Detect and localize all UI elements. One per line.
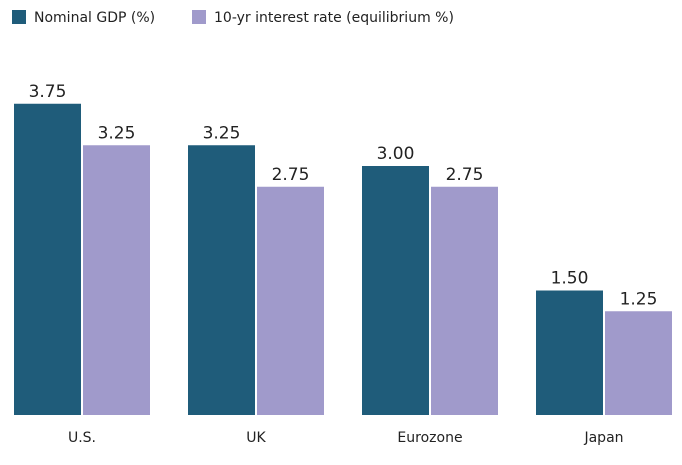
bar xyxy=(188,145,255,415)
legend-swatch xyxy=(12,10,26,24)
legend-text: 10-yr interest rate (equilibrium %) xyxy=(214,10,454,26)
bar xyxy=(431,186,498,415)
x-tick-label: U.S. xyxy=(68,430,96,446)
x-tick-label: Japan xyxy=(583,430,623,446)
x-tick-label: Eurozone xyxy=(397,430,462,446)
value-label: 2.75 xyxy=(446,165,484,185)
x-tick-label: UK xyxy=(246,430,266,446)
bar xyxy=(536,290,603,415)
value-label: 3.00 xyxy=(377,144,415,164)
bar xyxy=(83,145,150,415)
bar xyxy=(605,311,672,415)
value-label: 3.25 xyxy=(203,123,241,143)
bar xyxy=(14,103,81,415)
value-label: 2.75 xyxy=(272,165,310,185)
value-label: 1.50 xyxy=(551,269,589,289)
legend-text: Nominal GDP (%) xyxy=(34,10,155,26)
legend-swatch xyxy=(192,10,206,24)
value-label: 3.25 xyxy=(98,123,136,143)
value-label: 1.25 xyxy=(620,289,658,309)
bar xyxy=(257,186,324,415)
value-label: 3.75 xyxy=(29,82,67,102)
bar xyxy=(362,166,429,415)
